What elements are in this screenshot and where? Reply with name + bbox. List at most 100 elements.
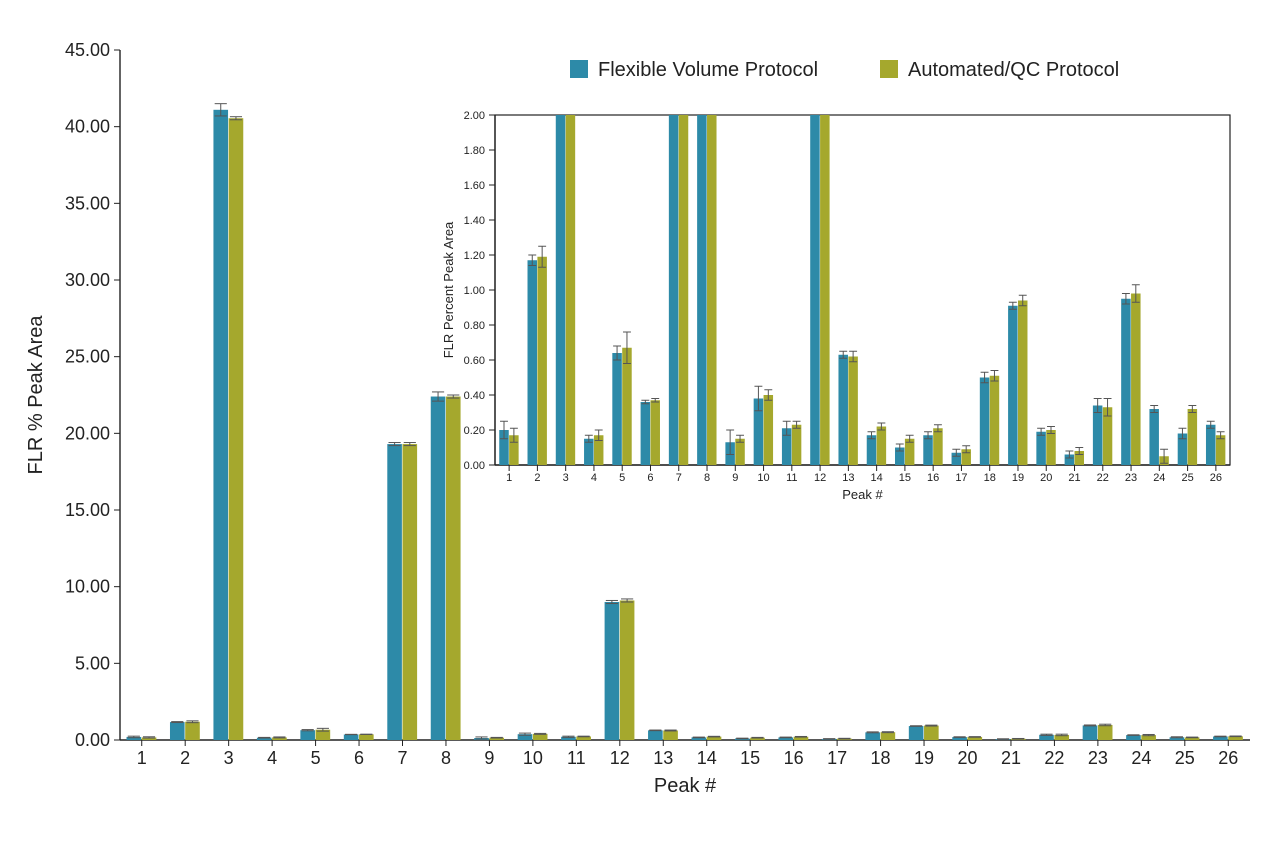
svg-text:7: 7 [676, 472, 682, 484]
svg-text:10: 10 [523, 748, 543, 768]
svg-text:20.00: 20.00 [65, 423, 110, 443]
svg-text:40.00: 40.00 [65, 117, 110, 137]
bar-series_b [229, 118, 244, 740]
svg-text:0.00: 0.00 [464, 460, 485, 472]
bar-series_b [622, 348, 631, 465]
legend-label-a: Flexible Volume Protocol [598, 59, 818, 81]
inset-bg [495, 115, 1230, 465]
svg-text:19: 19 [914, 748, 934, 768]
bar-series_a [612, 353, 621, 465]
bar-series_b [881, 732, 896, 740]
bar-series_a [1206, 425, 1215, 465]
bar-series_a [170, 722, 185, 740]
svg-text:25: 25 [1181, 472, 1193, 484]
bar-series_b [403, 444, 418, 740]
main-chart-ylabel: FLR % Peak Area [25, 315, 47, 475]
svg-text:1: 1 [137, 748, 147, 768]
bar-series_b [1046, 430, 1055, 465]
chart-root: 0.005.0010.0015.0020.0025.0030.0035.0040… [0, 0, 1280, 843]
chart-svg: 0.005.0010.0015.0020.0025.0030.0035.0040… [0, 0, 1280, 843]
bar-series_a [1036, 432, 1045, 465]
svg-text:8: 8 [704, 472, 710, 484]
bar-series_b [820, 0, 829, 465]
bar-series_b [663, 730, 678, 740]
svg-text:2: 2 [534, 472, 540, 484]
bar-series_a [1008, 306, 1017, 465]
inset-chart-xlabel: Peak # [842, 487, 883, 502]
svg-text:14: 14 [697, 748, 717, 768]
svg-text:23: 23 [1125, 472, 1137, 484]
svg-text:12: 12 [814, 472, 826, 484]
svg-text:1.60: 1.60 [464, 180, 485, 192]
bar-series_a [641, 402, 650, 465]
svg-text:11: 11 [567, 748, 586, 768]
svg-text:5: 5 [311, 748, 321, 768]
bar-series_b [990, 376, 999, 465]
svg-text:15: 15 [899, 472, 911, 484]
svg-text:26: 26 [1218, 748, 1238, 768]
bar-series_b [848, 357, 857, 466]
svg-text:0.60: 0.60 [464, 355, 485, 367]
svg-text:1.40: 1.40 [464, 215, 485, 227]
svg-text:21: 21 [1001, 748, 1021, 768]
svg-text:8: 8 [441, 748, 451, 768]
svg-text:15: 15 [740, 748, 760, 768]
svg-text:2: 2 [180, 748, 190, 768]
bar-series_a [300, 730, 315, 740]
svg-text:4: 4 [267, 748, 277, 768]
svg-text:6: 6 [647, 472, 653, 484]
svg-text:0.40: 0.40 [464, 390, 485, 402]
bar-series_a [865, 732, 880, 740]
svg-text:14: 14 [871, 472, 883, 484]
svg-text:45.00: 45.00 [65, 40, 110, 60]
bar-series_b [446, 397, 461, 740]
svg-text:17: 17 [955, 472, 967, 484]
bar-series_b [537, 257, 546, 465]
legend-swatch-a [570, 60, 588, 78]
svg-text:30.00: 30.00 [65, 270, 110, 290]
bar-series_b [1216, 435, 1225, 465]
bar-series_b [1188, 409, 1197, 465]
bar-series_a [556, 0, 565, 465]
svg-text:10.00: 10.00 [65, 577, 110, 597]
svg-text:0.00: 0.00 [75, 730, 110, 750]
bar-series_a [838, 355, 847, 465]
svg-text:2.00: 2.00 [464, 110, 485, 122]
svg-text:21: 21 [1068, 472, 1080, 484]
legend-swatch-b [880, 60, 898, 78]
svg-text:1: 1 [506, 472, 512, 484]
bar-series_a [867, 435, 876, 465]
bar-series_a [980, 378, 989, 466]
svg-text:15.00: 15.00 [65, 500, 110, 520]
bar-series_a [1093, 406, 1102, 466]
svg-text:10: 10 [757, 472, 769, 484]
bar-series_b [185, 722, 200, 740]
bar-series_a [431, 397, 446, 740]
bar-series_a [648, 730, 663, 740]
svg-text:1.00: 1.00 [464, 285, 485, 297]
svg-text:35.00: 35.00 [65, 193, 110, 213]
svg-text:23: 23 [1088, 748, 1108, 768]
bar-series_b [650, 400, 659, 465]
svg-text:18: 18 [984, 472, 996, 484]
legend-label-b: Automated/QC Protocol [908, 59, 1119, 81]
svg-text:11: 11 [786, 472, 797, 484]
bar-series_a [1121, 299, 1130, 465]
bar-series_b [933, 428, 942, 465]
bar-series_b [764, 395, 773, 465]
bar-series_a [528, 260, 537, 465]
svg-text:16: 16 [927, 472, 939, 484]
svg-text:25: 25 [1175, 748, 1195, 768]
bar-series_a [1149, 409, 1158, 465]
svg-text:24: 24 [1131, 748, 1151, 768]
bar-series_b [1131, 294, 1140, 466]
svg-text:1.20: 1.20 [464, 250, 485, 262]
svg-text:22: 22 [1044, 748, 1064, 768]
svg-text:13: 13 [842, 472, 854, 484]
bar-series_b [924, 726, 939, 740]
svg-text:20: 20 [1040, 472, 1052, 484]
bar-series_a [387, 444, 402, 740]
svg-text:19: 19 [1012, 472, 1024, 484]
svg-text:18: 18 [871, 748, 891, 768]
svg-text:24: 24 [1153, 472, 1165, 484]
